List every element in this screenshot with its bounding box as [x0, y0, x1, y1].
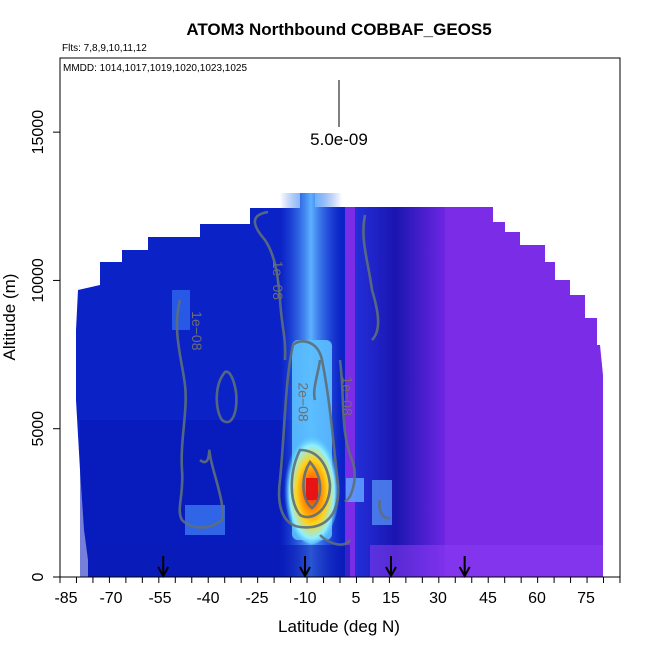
x-axis-label: Latitude (deg N) [278, 617, 400, 636]
dates-subtitle: MMDD: 1014,1017,1019,1020,1023,1025 [63, 63, 247, 74]
contour-label: 1e−08 [189, 311, 205, 351]
x-tick-label: 5 [352, 590, 361, 607]
flight-arrows [157, 556, 471, 579]
x-tick-label: 45 [479, 590, 497, 607]
contour-line-7 [302, 459, 322, 510]
flight-arrow-head [385, 566, 397, 579]
surface-band-south [90, 545, 350, 577]
scale-bar-label: 5.0e-09 [310, 130, 368, 149]
contour-labels: 1e−08 1e−08 2e−08 1e−08 [189, 261, 355, 422]
flight-arrow-head [299, 566, 311, 579]
flight-arrow-head [157, 566, 170, 579]
patch-north-low [372, 480, 392, 525]
x-tick-label: -10 [293, 590, 316, 607]
contour-line-3 [175, 299, 225, 529]
contours [175, 210, 391, 546]
x-tick-label: -85 [54, 590, 77, 607]
x-tick-label: -55 [148, 590, 171, 607]
contour-label: 1e−08 [270, 261, 286, 301]
contour-label: 1e−08 [339, 376, 355, 416]
x-tick-label: -40 [196, 590, 219, 607]
patch-south-mid [172, 290, 190, 330]
contour-line-11 [319, 534, 352, 546]
flight-arrow-head [458, 566, 471, 579]
surface-band-north [370, 545, 603, 577]
patch-south-low [185, 505, 225, 535]
x-tick-label: -25 [245, 590, 268, 607]
contour-line-10 [378, 499, 391, 520]
x-tick-label: -70 [99, 590, 122, 607]
x-tick-label: 30 [429, 590, 447, 607]
x-tick-label: 15 [382, 590, 400, 607]
y-tick-label: 15000 [30, 110, 47, 155]
contour-line-9 [312, 359, 322, 401]
x-tick-label: 75 [577, 590, 595, 607]
transition-band [355, 207, 445, 577]
y-tick-label: 0 [30, 572, 47, 581]
y-axis-label: Altitude (m) [0, 274, 19, 361]
flights-subtitle: Flts: 7,8,9,10,11,12 [62, 43, 147, 54]
y-axis: 0 5000 10000 15000 [30, 110, 60, 581]
surface-max-red [306, 478, 318, 500]
contour-line-5 [277, 340, 340, 529]
contour-line-4 [215, 370, 238, 424]
contour-line-1 [253, 210, 287, 361]
x-tick-label: 60 [528, 590, 546, 607]
contour-line-6 [290, 448, 332, 519]
contour-label: 2e−08 [296, 382, 312, 422]
y-tick-label: 10000 [30, 258, 47, 303]
y-tick-label: 5000 [30, 411, 47, 447]
x-axis: -85 -70 -55 -40 -25 -10 5 15 30 45 60 75 [54, 577, 621, 607]
contour-line-8 [338, 359, 356, 502]
chart-title: ATOM3 Northbound COBBAF_GEOS5 [186, 20, 491, 39]
contour-line-2 [362, 214, 380, 341]
